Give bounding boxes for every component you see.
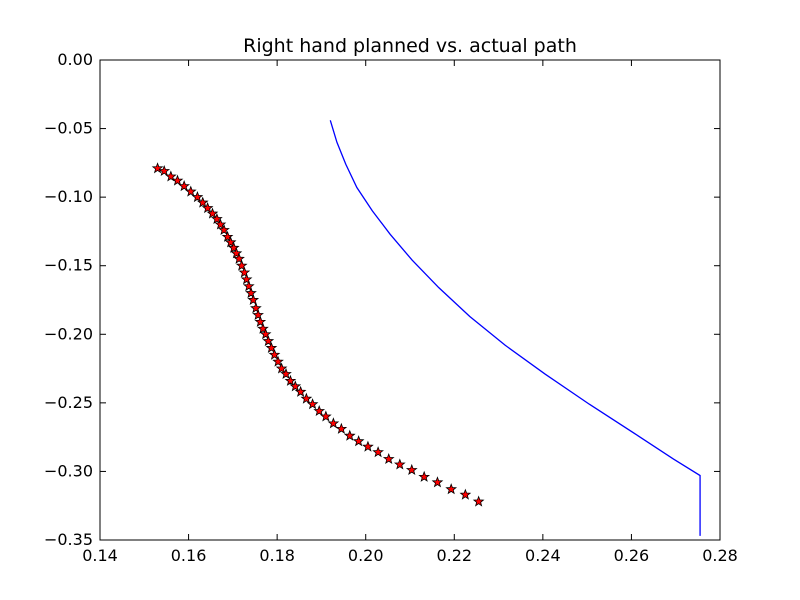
series-point-actual [280,367,292,380]
x-tick-label: 0.14 [82,546,118,565]
series-point-actual [158,164,171,177]
series-point-actual [214,218,227,230]
tick-layer: 0.14 0.16 0.18 0.20 0.22 0.24 0.26 0.28 0.00 −0.0… [44,50,738,565]
plot-frame [99,59,721,541]
plot-area [100,60,720,540]
series-point-actual [275,362,288,374]
y-tick-label: −0.35 [44,530,93,549]
series-point-actual [191,190,204,203]
series-line-planned [329,120,701,536]
series-point-actual [313,404,326,417]
series-point-actual [372,446,384,458]
series-point-actual [268,348,281,360]
series-point-actual [262,334,275,347]
series-point-actual [151,162,164,174]
series-point-actual [257,322,269,334]
x-tick-label: 0.20 [348,546,384,565]
series-point-actual [178,180,190,192]
series-point-actual [362,440,374,452]
series-point-actual [259,328,272,340]
series-point-actual [320,410,332,422]
series-point-actual [445,483,458,495]
series-point-actual [254,315,267,327]
series-point-actual [405,463,418,476]
series-point-actual [472,495,485,507]
series-point-actual [221,230,234,242]
series-point-actual [245,286,257,299]
series-point-actual [294,385,307,397]
y-tick-label: −0.30 [44,461,93,480]
series-point-actual [196,196,209,208]
x-tick-label: 0.22 [436,546,472,565]
x-tick-label: 0.18 [259,546,295,565]
series-point-actual [224,236,237,248]
series-point-actual [300,392,313,404]
series-point-actual [252,308,264,321]
series-point-actual [431,476,444,488]
series-point-actual [327,417,340,429]
series-point-actual [242,280,255,292]
series-point-actual [235,259,248,271]
series-point-actual [218,223,230,236]
y-tick-label: −0.05 [44,119,93,138]
series-point-actual [459,488,472,500]
series-point-actual [227,241,240,253]
y-tick-label: 0.00 [57,50,93,69]
x-tick-label: 0.16 [171,546,207,565]
series-point-actual [265,341,278,353]
series-point-actual [230,247,243,259]
chart-title: Right hand planned vs. actual path [243,35,577,57]
x-tick-label: 0.26 [614,546,650,565]
series-point-actual [171,174,184,186]
x-tick-label: 0.24 [525,546,561,565]
series-point-actual [306,398,319,410]
series-point-actual [238,266,251,278]
series-point-actual [233,252,245,264]
series-point-actual [240,273,253,285]
x-tick-label: 0.28 [702,546,738,565]
series-point-actual [343,429,356,441]
series-point-actual [211,212,223,225]
series-point-actual [284,374,297,386]
y-tick-label: −0.20 [44,324,93,343]
series-point-actual [250,302,262,314]
series-point-actual [335,422,348,434]
series-point-actual [393,458,406,470]
series-point-actual [382,452,395,465]
series-point-actual [201,201,214,214]
y-tick-label: −0.25 [44,393,93,412]
data-layer [151,120,701,536]
series-point-actual [247,293,260,305]
series-point-actual [289,380,302,392]
series-point-actual [184,185,197,197]
series-point-actual [352,435,365,447]
series-point-actual [272,355,284,367]
y-tick-label: −0.15 [44,256,93,275]
series-point-actual [206,207,219,219]
y-tick-label: −0.10 [44,187,93,206]
series-point-actual [418,470,431,482]
series-point-actual [165,170,177,182]
